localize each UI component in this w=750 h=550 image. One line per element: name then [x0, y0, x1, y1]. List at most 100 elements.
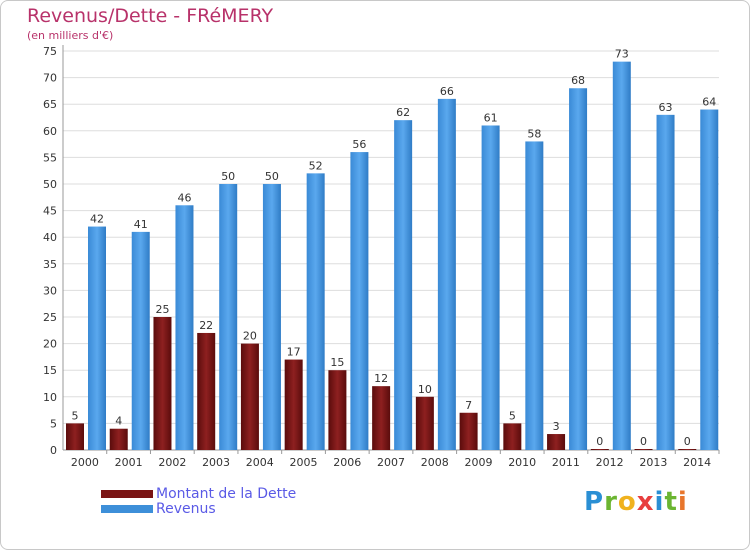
- data-label-revenus: 64: [702, 96, 716, 109]
- data-label-revenus: 56: [352, 138, 366, 151]
- data-label-dette: 15: [330, 356, 344, 369]
- data-label-revenus: 58: [527, 127, 541, 140]
- bar-dette: [109, 428, 128, 450]
- bar-dette: [66, 423, 84, 450]
- data-label-dette: 7: [465, 399, 472, 412]
- y-tick-label: 35: [43, 258, 57, 271]
- x-tick-label: 2008: [421, 456, 449, 469]
- logo-letter: t: [664, 487, 678, 517]
- bar-dette: [284, 359, 303, 450]
- bar-dette: [503, 423, 522, 450]
- logo-letter: o: [617, 487, 637, 517]
- data-label-revenus: 41: [134, 218, 148, 231]
- data-label-revenus: 52: [309, 159, 323, 172]
- bar-dette: [153, 317, 172, 450]
- data-label-revenus: 66: [440, 85, 454, 98]
- data-label-dette: 0: [684, 435, 691, 448]
- bar-revenus: [219, 184, 238, 450]
- y-tick-label: 30: [43, 284, 57, 297]
- x-tick-label: 2005: [290, 456, 318, 469]
- logo-letter: i: [677, 487, 688, 517]
- bar-revenus: [656, 114, 675, 450]
- data-label-revenus: 63: [659, 101, 673, 114]
- data-label-revenus: 61: [484, 111, 498, 124]
- y-tick-label: 10: [43, 391, 57, 404]
- x-tick-label: 2013: [639, 456, 667, 469]
- y-tick-label: 15: [43, 364, 57, 377]
- data-label-revenus: 62: [396, 106, 410, 119]
- legend-label-revenus: Revenus: [156, 501, 216, 517]
- bar-revenus: [262, 184, 281, 450]
- x-tick-label: 2012: [596, 456, 624, 469]
- legend-swatch-dette: [101, 490, 153, 498]
- y-tick-label: 65: [43, 98, 57, 111]
- bar-dette: [197, 332, 216, 450]
- data-label-dette: 22: [199, 319, 213, 332]
- proxiti-logo: Proxiti: [584, 487, 688, 517]
- data-label-revenus: 42: [90, 213, 104, 226]
- x-tick-label: 2002: [158, 456, 186, 469]
- data-label-dette: 4: [115, 415, 122, 428]
- data-label-dette: 5: [509, 409, 516, 422]
- bar-revenus: [394, 120, 413, 450]
- bar-dette: [459, 412, 478, 450]
- x-tick-label: 2004: [246, 456, 274, 469]
- data-label-dette: 0: [596, 435, 603, 448]
- data-label-dette: 25: [155, 303, 169, 316]
- logo-letter: i: [654, 487, 665, 517]
- bar-dette: [328, 370, 347, 450]
- x-tick-label: 2000: [71, 456, 99, 469]
- y-tick-label: 60: [43, 125, 57, 138]
- data-label-dette: 12: [374, 372, 388, 385]
- logo-letter: r: [604, 487, 618, 517]
- data-label-dette: 10: [418, 383, 432, 396]
- x-tick-label: 2001: [115, 456, 143, 469]
- x-tick-label: 2007: [377, 456, 405, 469]
- data-label-revenus: 46: [177, 191, 191, 204]
- logo-letter: x: [636, 487, 655, 517]
- bar-revenus: [88, 226, 106, 450]
- x-tick-label: 2009: [464, 456, 492, 469]
- y-tick-label: 5: [50, 417, 57, 430]
- bar-dette: [678, 449, 697, 450]
- bar-revenus: [437, 98, 456, 450]
- data-label-revenus: 50: [265, 170, 279, 183]
- y-tick-label: 50: [43, 178, 57, 191]
- x-tick-label: 2011: [552, 456, 580, 469]
- y-tick-label: 20: [43, 338, 57, 351]
- x-tick-label: 2010: [508, 456, 536, 469]
- bar-revenus: [569, 88, 588, 451]
- y-tick-label: 70: [43, 72, 57, 85]
- bar-revenus: [306, 173, 325, 451]
- data-label-dette: 17: [287, 346, 301, 359]
- bar-revenus: [700, 109, 719, 451]
- bar-revenus: [612, 61, 631, 450]
- bar-dette: [547, 434, 566, 450]
- logo-letter: P: [584, 487, 605, 517]
- x-tick-label: 2006: [333, 456, 361, 469]
- chart-title: Revenus/Dette - FRéMERY: [27, 5, 274, 27]
- bar-revenus: [481, 125, 500, 450]
- data-label-revenus: 73: [615, 48, 629, 61]
- bar-dette: [634, 449, 653, 450]
- data-label-dette: 20: [243, 330, 257, 343]
- y-tick-label: 75: [43, 45, 57, 58]
- data-label-revenus: 50: [221, 170, 235, 183]
- bar-revenus: [175, 205, 194, 450]
- y-tick-label: 45: [43, 205, 57, 218]
- bar-dette: [415, 396, 434, 450]
- legend-label-dette: Montant de la Dette: [156, 486, 297, 502]
- bar-dette: [240, 343, 259, 450]
- y-tick-label: 25: [43, 311, 57, 324]
- data-label-dette: 3: [553, 420, 560, 433]
- bar-revenus: [131, 231, 150, 450]
- legend-swatch-revenus: [101, 505, 153, 513]
- y-tick-label: 0: [50, 444, 57, 457]
- x-tick-label: 2014: [683, 456, 711, 469]
- data-label-revenus: 68: [571, 74, 585, 87]
- y-tick-label: 55: [43, 151, 57, 164]
- bar-revenus: [525, 141, 544, 450]
- data-label-dette: 5: [72, 409, 79, 422]
